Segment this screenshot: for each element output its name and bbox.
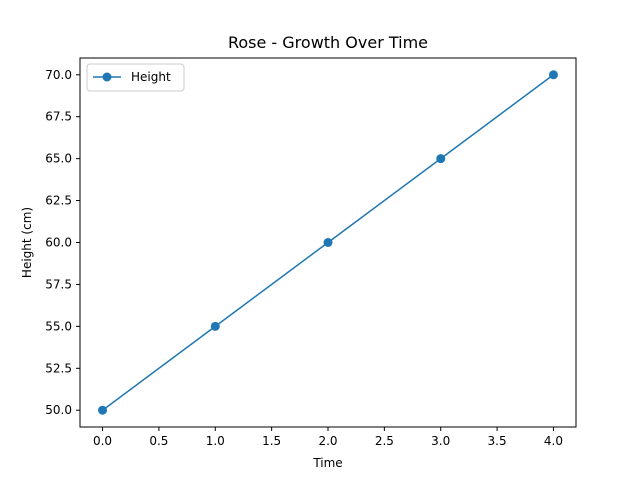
series-group — [98, 70, 558, 415]
y-tick-label: 50.0 — [45, 403, 72, 417]
x-tick-label: 0.0 — [93, 434, 112, 448]
x-tick-label: 3.0 — [431, 434, 450, 448]
y-axis-label: Height (cm) — [20, 207, 34, 278]
y-tick-label: 52.5 — [45, 361, 72, 375]
y-tick-label: 65.0 — [45, 152, 72, 166]
y-tick-label: 55.0 — [45, 319, 72, 333]
data-point — [323, 238, 333, 247]
legend-marker-swatch — [102, 72, 112, 82]
y-tick-label: 60.0 — [45, 236, 72, 250]
y-tick-label: 67.5 — [45, 110, 72, 124]
legend-label: Height — [131, 70, 171, 84]
chart-title: Rose - Growth Over Time — [228, 33, 428, 52]
y-tick-label: 70.0 — [45, 68, 72, 82]
data-point — [210, 321, 220, 331]
legend-box — [86, 63, 185, 92]
x-axis-label: Time — [312, 456, 342, 470]
x-tick-label: 1.5 — [262, 434, 281, 448]
y-tick-label: 62.5 — [45, 194, 72, 208]
x-tick-label: 1.0 — [206, 434, 225, 448]
x-axis-ticks: 0.0 0.5 1.0 1.5 2.0 2.5 3.0 3.5 4.0 — [93, 427, 563, 448]
legend: Height — [86, 63, 185, 92]
data-point — [436, 154, 446, 164]
x-tick-label: 2.0 — [318, 434, 337, 448]
x-tick-label: 4.0 — [544, 434, 563, 448]
x-tick-label: 3.5 — [488, 434, 507, 448]
y-tick-label: 57.5 — [45, 277, 72, 291]
y-axis-ticks: 50.0 52.5 55.0 57.5 60.0 62.5 65.0 67.5 70.0 — [45, 68, 80, 417]
data-point — [548, 70, 558, 80]
data-point — [98, 405, 108, 415]
x-tick-label: 0.5 — [149, 434, 168, 448]
x-tick-label: 2.5 — [375, 434, 394, 448]
